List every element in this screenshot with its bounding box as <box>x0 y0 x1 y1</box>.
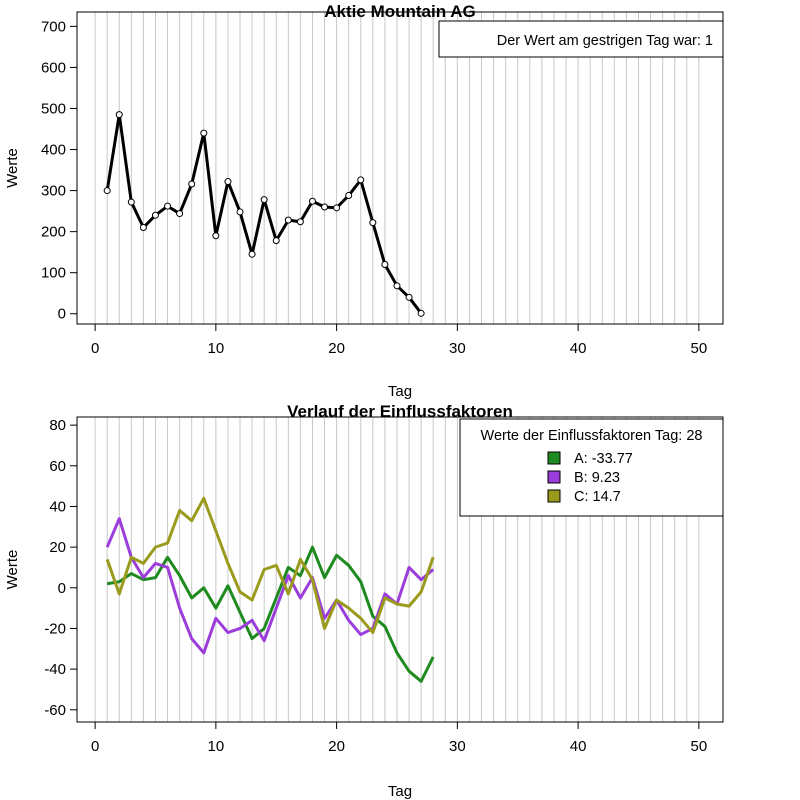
data-point <box>357 176 365 184</box>
data-point <box>127 198 135 206</box>
data-point <box>381 260 389 268</box>
data-point <box>212 232 220 240</box>
y-axis: -60 -40 -20 0 20 40 60 80 <box>44 417 77 719</box>
chart-title: Aktie Mountain AG <box>324 2 475 21</box>
legend-box <box>459 418 724 517</box>
x-tick-label: 0 <box>91 738 99 755</box>
x-tick-label: 40 <box>570 738 587 755</box>
series-line-c <box>105 496 435 635</box>
data-point <box>296 218 304 226</box>
y-tick-label: 0 <box>58 580 66 597</box>
data-point <box>115 111 123 119</box>
data-point <box>284 216 292 224</box>
data-point <box>236 208 244 216</box>
grid-lines <box>94 12 700 324</box>
legend-entry-label: A: -33.77 <box>574 451 633 467</box>
data-point <box>164 202 172 210</box>
data-point <box>260 196 268 204</box>
x-tick-label: 10 <box>208 738 225 755</box>
legend-box <box>438 20 724 58</box>
legend: Der Wert am gestrigen Tag war: 1 <box>438 20 724 58</box>
data-point <box>393 282 401 290</box>
x-axis-label: Tag <box>388 783 412 800</box>
legend: Werte der Einflussfaktoren Tag: 28 A: -33… <box>459 418 724 517</box>
series-line-a <box>106 545 435 683</box>
data-point <box>345 192 353 200</box>
x-tick-label: 10 <box>208 340 225 357</box>
x-tick-label: 50 <box>691 340 708 357</box>
legend-title: Werte der Einflussfaktoren Tag: 28 <box>481 428 703 444</box>
legend-swatch <box>547 451 561 465</box>
y-axis-label: Werte <box>4 148 21 188</box>
legend-entry-label: C: 14.7 <box>574 489 621 505</box>
chart-title: Verlauf der Einflussfaktoren <box>287 402 513 421</box>
data-points <box>103 111 425 317</box>
y-tick-label: 20 <box>49 539 66 556</box>
x-tick-label: 20 <box>328 340 345 357</box>
plot-frame <box>76 416 724 723</box>
x-tick-label: 20 <box>328 738 345 755</box>
y-tick-label: -20 <box>44 620 66 637</box>
data-point <box>369 219 377 227</box>
y-tick-label: 300 <box>41 183 66 200</box>
data-point <box>224 178 232 186</box>
legend-swatch <box>547 470 561 484</box>
y-tick-label: -60 <box>44 702 66 719</box>
x-tick-label: 30 <box>449 340 466 357</box>
y-tick-label: 60 <box>49 458 66 475</box>
series-line-b <box>105 517 435 655</box>
plot-frame <box>76 11 724 325</box>
data-point <box>272 237 280 245</box>
legend-text: Der Wert am gestrigen Tag war: 1 <box>497 33 713 49</box>
x-tick-label: 30 <box>449 738 466 755</box>
y-tick-label: 400 <box>41 142 66 159</box>
y-axis-label: Werte <box>4 550 21 590</box>
y-tick-label: 700 <box>41 18 66 35</box>
y-tick-label: 40 <box>49 498 66 515</box>
data-point <box>200 129 208 137</box>
data-point <box>405 293 413 301</box>
y-tick-label: 0 <box>58 306 66 323</box>
chart-panel-2: 0 10 20 30 40 50 -60 -40 -20 0 20 40 60 80 Verlauf der… <box>4 402 724 800</box>
y-tick-label: 600 <box>41 59 66 76</box>
data-point <box>151 211 159 219</box>
y-axis: 0 100 200 300 400 500 600 700 <box>41 18 77 323</box>
x-tick-label: 50 <box>691 738 708 755</box>
x-axis-label: Tag <box>388 383 412 400</box>
y-tick-label: 100 <box>41 265 66 282</box>
data-point <box>417 309 425 317</box>
data-point <box>103 187 111 195</box>
y-tick-label: -40 <box>44 661 66 678</box>
legend-entry-label: B: 9.23 <box>574 470 620 486</box>
data-point <box>176 210 184 218</box>
data-point <box>321 203 329 211</box>
data-point <box>308 197 316 205</box>
data-point <box>333 204 341 212</box>
x-axis: 0 10 20 30 40 50 <box>91 324 707 357</box>
legend-swatch <box>547 489 561 503</box>
y-tick-label: 500 <box>41 100 66 117</box>
x-tick-label: 40 <box>570 340 587 357</box>
x-axis: 0 10 20 30 40 50 <box>91 722 707 755</box>
y-tick-label: 200 <box>41 224 66 241</box>
y-tick-label: 80 <box>49 417 66 434</box>
data-point <box>188 180 196 188</box>
data-point <box>139 224 147 232</box>
data-point <box>248 250 256 258</box>
x-tick-label: 0 <box>91 340 99 357</box>
